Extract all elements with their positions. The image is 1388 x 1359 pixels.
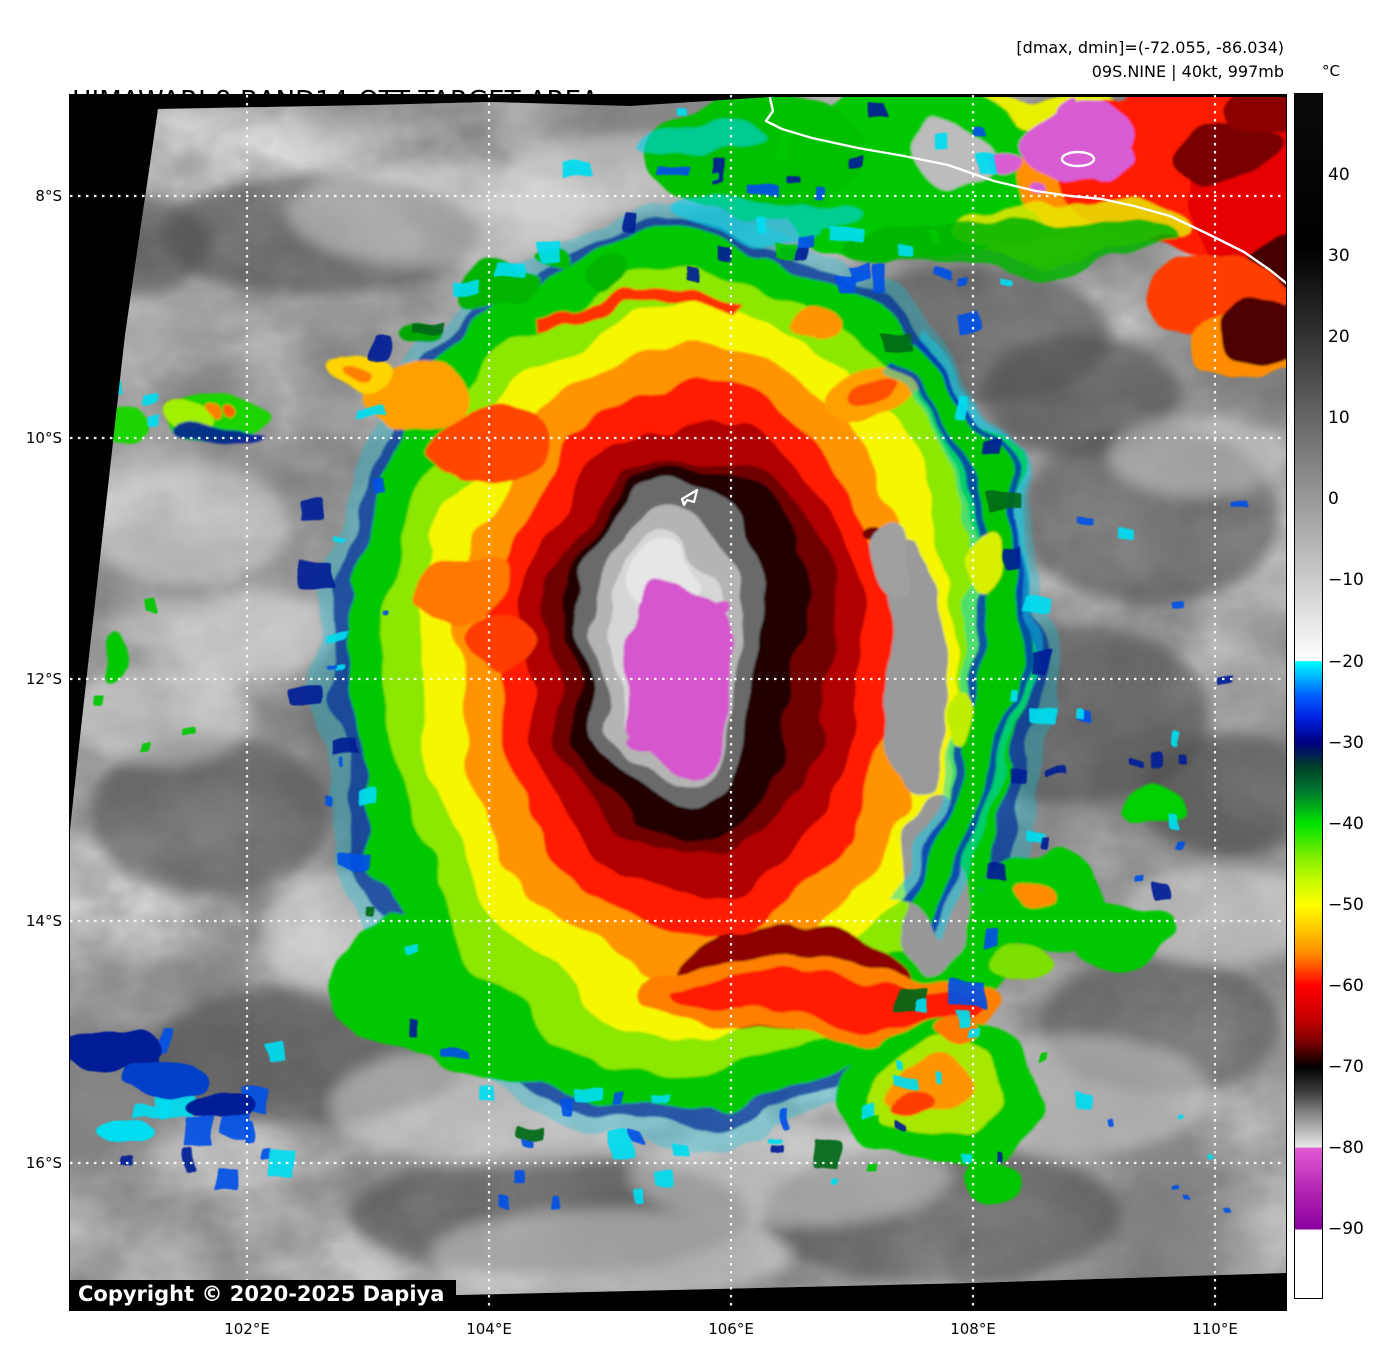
- lat-label: 8°S: [35, 187, 62, 205]
- colorbar-tick-label: −10: [1328, 570, 1364, 591]
- copyright-label: Copyright © 2020-2025 Dapiya: [70, 1280, 457, 1310]
- colorbar-tick-label: −40: [1328, 813, 1364, 834]
- lon-label: 106°E: [708, 1320, 754, 1338]
- lon-label: 104°E: [466, 1320, 512, 1338]
- lon-label: 108°E: [950, 1320, 996, 1338]
- lat-label: 14°S: [25, 912, 62, 930]
- colorbar-tick-label: 10: [1328, 408, 1350, 429]
- colorbar: [1294, 93, 1323, 1299]
- colorbar-unit-label: °C: [1322, 62, 1340, 80]
- lat-label: 10°S: [25, 429, 62, 447]
- storm-center-marker: [680, 488, 699, 507]
- colorbar-tick-label: −90: [1328, 1219, 1364, 1240]
- dmax-dmin-annotation: [dmax, dmin]=(-72.055, -86.034): [1016, 38, 1284, 57]
- colorbar-tick-label: −30: [1328, 732, 1364, 753]
- satellite-map-panel: Copyright © 2020-2025 Dapiya: [69, 94, 1287, 1311]
- colorbar-tick-label: 0: [1328, 489, 1339, 510]
- colorbar-tick-label: −70: [1328, 1056, 1364, 1077]
- lat-label: 16°S: [25, 1154, 62, 1172]
- cold-pixel-specks: [70, 103, 1243, 1217]
- colorbar-tick-label: −50: [1328, 894, 1364, 915]
- grid-lines: [70, 95, 1286, 1310]
- lon-label: 110°E: [1192, 1320, 1238, 1338]
- storm-info-annotation: 09S.NINE | 40kt, 997mb: [1091, 62, 1284, 81]
- scan-area: [70, 97, 1286, 1302]
- colorbar-tick-label: 40: [1328, 165, 1350, 186]
- colorbar-tick-label: −80: [1328, 1138, 1364, 1158]
- lon-label: 102°E: [224, 1320, 270, 1338]
- colorbar-tick-label: 20: [1328, 327, 1350, 348]
- colorbar-tick-label: −60: [1328, 975, 1364, 996]
- colorbar-tick-label: −20: [1328, 651, 1364, 672]
- annotation-block: [dmax, dmin]=(-72.055, -86.034) 09S.NINE…: [1016, 36, 1284, 84]
- coastline: [764, 97, 1286, 285]
- colorbar-tick-label: 30: [1328, 246, 1350, 267]
- lat-label: 12°S: [25, 670, 62, 688]
